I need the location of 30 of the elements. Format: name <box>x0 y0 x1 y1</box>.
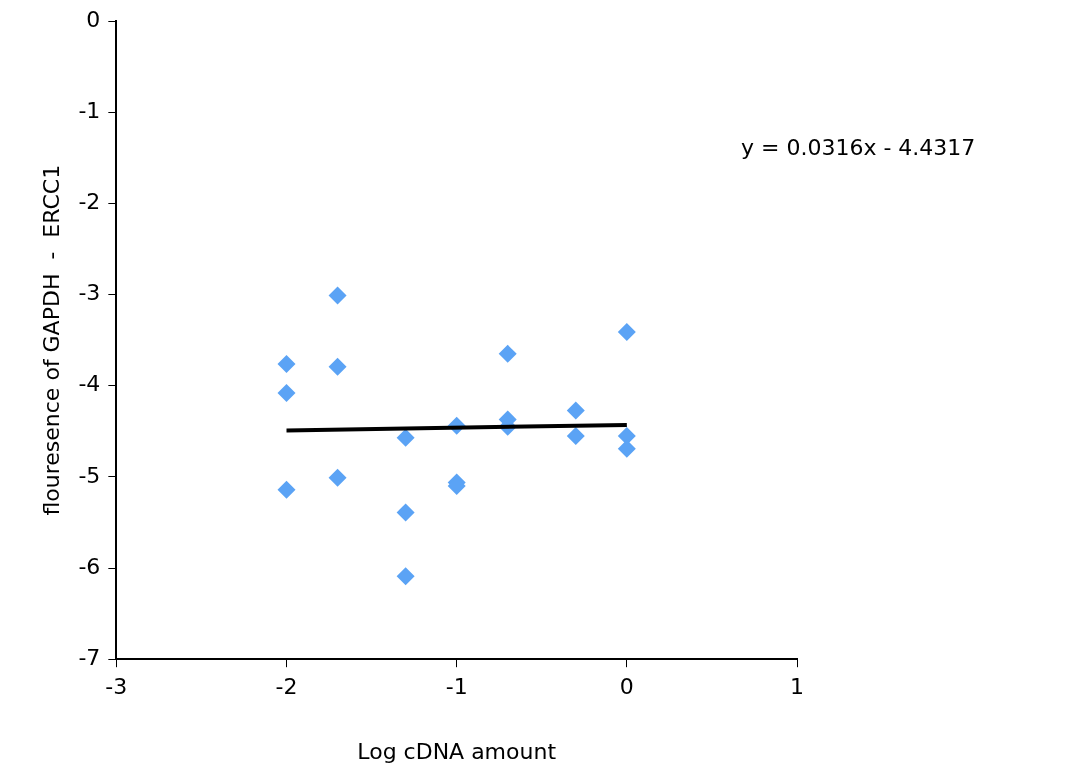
y-tick-label: -6 <box>78 553 101 579</box>
y-tick-label: -4 <box>78 371 101 397</box>
point <box>328 286 347 305</box>
point <box>617 323 636 341</box>
y-tick-label: 0 <box>86 6 101 32</box>
point <box>396 503 415 522</box>
y-tick-label: -1 <box>78 98 101 124</box>
y-tick-label: -5 <box>78 462 101 488</box>
point <box>277 480 296 499</box>
x-tick-label: -1 <box>445 674 468 700</box>
point <box>277 354 296 373</box>
point <box>277 384 296 403</box>
y-tick-label: -7 <box>78 644 101 670</box>
x-tick-label: 0 <box>619 674 634 700</box>
point <box>617 426 636 445</box>
point <box>566 401 585 420</box>
point <box>328 468 347 487</box>
point <box>328 357 347 376</box>
annotation: y = 0.0316x - 4.4317 <box>741 134 976 160</box>
point <box>396 567 415 586</box>
y-axis-title: flouresence of GAPDH - ERCC1 <box>38 164 64 516</box>
point <box>566 426 585 445</box>
y-tick-label: -3 <box>78 280 101 306</box>
x-tick-label: -2 <box>275 674 298 700</box>
x-axis-title: Log cDNA amount <box>357 738 557 764</box>
x-tick-label: -3 <box>105 674 128 700</box>
x-tick-label: 1 <box>790 674 804 700</box>
y-tick-label: -2 <box>78 189 101 215</box>
point <box>396 428 415 447</box>
point <box>498 344 517 363</box>
